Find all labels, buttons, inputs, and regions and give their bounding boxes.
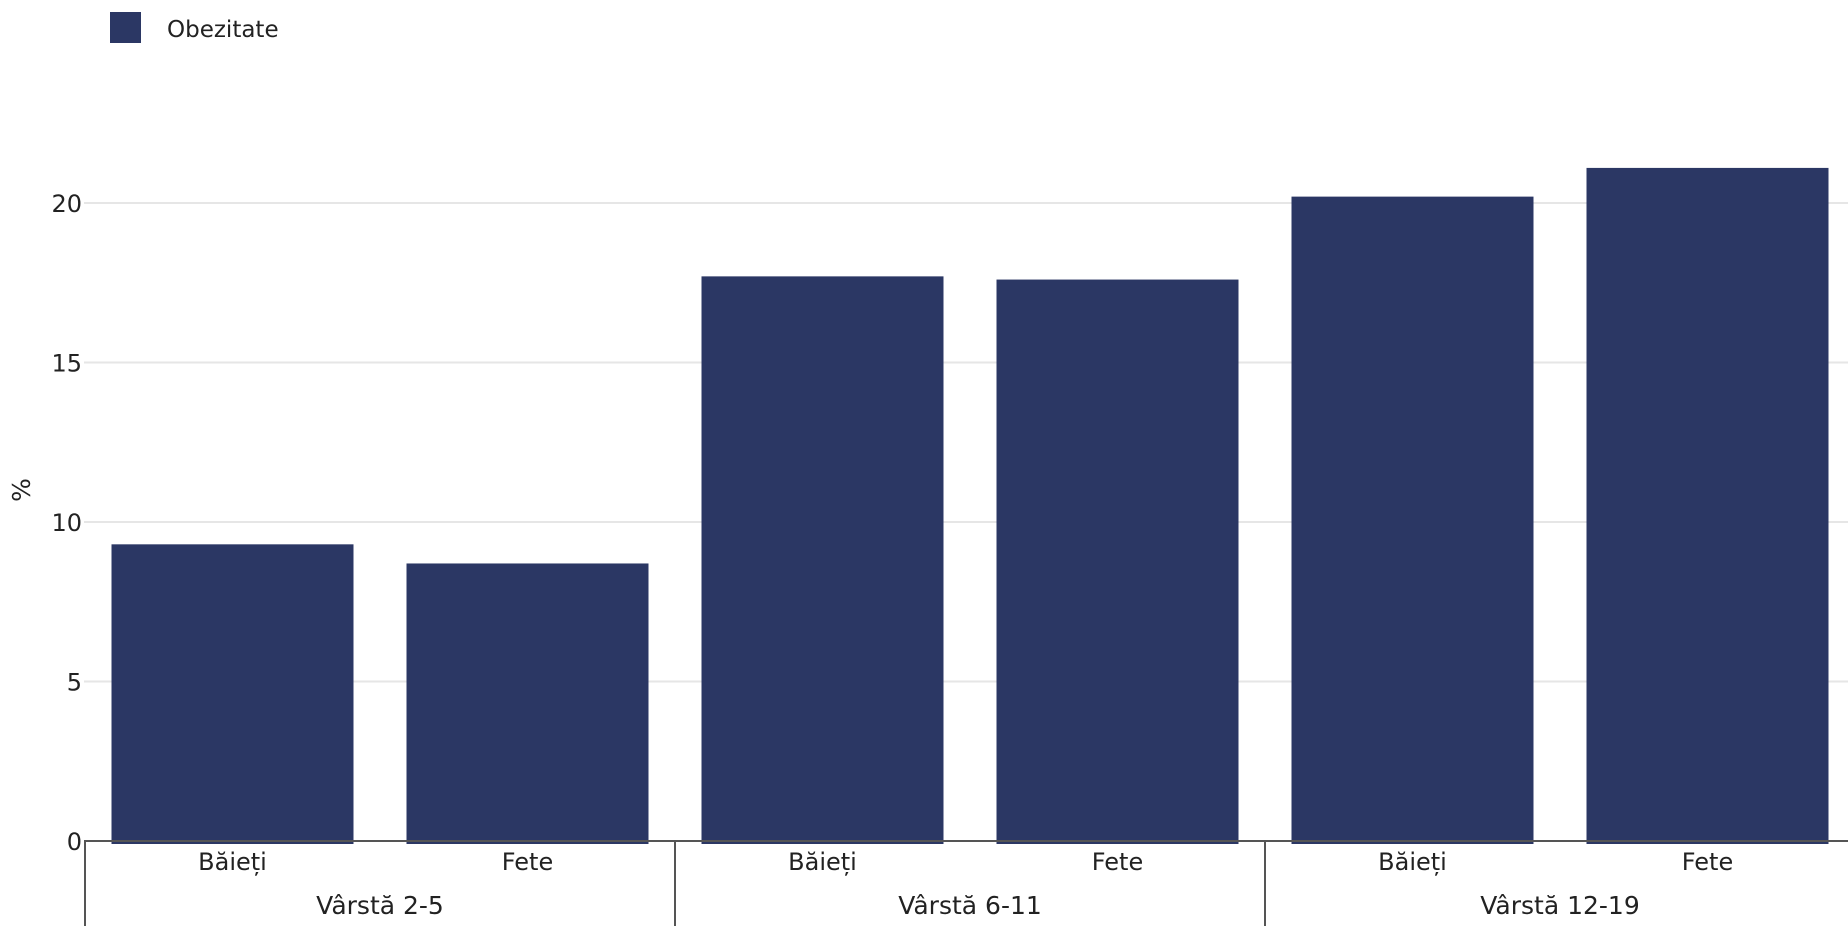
legend-label: Obezitate — [167, 17, 279, 43]
x-tick-label: Fete — [502, 848, 553, 876]
legend-swatch — [110, 12, 141, 43]
y-axis-title: % — [7, 478, 36, 502]
y-axis-ticks: 0 5 10 15 20 — [51, 190, 82, 856]
x-axis-category-labels: Băieți Fete Băieți Fete Băieți Fete — [198, 848, 1733, 876]
x-tick-label: Băieți — [788, 848, 857, 876]
y-tick-label: 20 — [51, 190, 82, 218]
bar[interactable] — [701, 276, 944, 844]
x-tick-label: Băieți — [1378, 848, 1447, 876]
x-tick-label: Fete — [1682, 848, 1733, 876]
group-label: Vârstă 6-11 — [898, 891, 1042, 920]
x-tick-label: Băieți — [198, 848, 267, 876]
bar[interactable] — [1291, 196, 1534, 844]
y-tick-label: 0 — [67, 828, 82, 856]
y-tick-label: 5 — [67, 669, 82, 697]
bar[interactable] — [1586, 167, 1829, 844]
group-label: Vârstă 12-19 — [1480, 891, 1640, 920]
bar[interactable] — [996, 279, 1239, 844]
bar[interactable] — [111, 544, 354, 844]
legend[interactable]: Obezitate — [110, 12, 279, 43]
bars — [111, 167, 1829, 844]
x-tick-label: Fete — [1092, 848, 1143, 876]
y-tick-label: 15 — [51, 350, 82, 378]
bar[interactable] — [406, 563, 649, 844]
group-label: Vârstă 2-5 — [316, 891, 444, 920]
y-tick-label: 10 — [51, 509, 82, 537]
x-axis-group-labels: Vârstă 2-5 Vârstă 6-11 Vârstă 12-19 — [84, 841, 1640, 926]
gridlines — [84, 202, 1848, 683]
